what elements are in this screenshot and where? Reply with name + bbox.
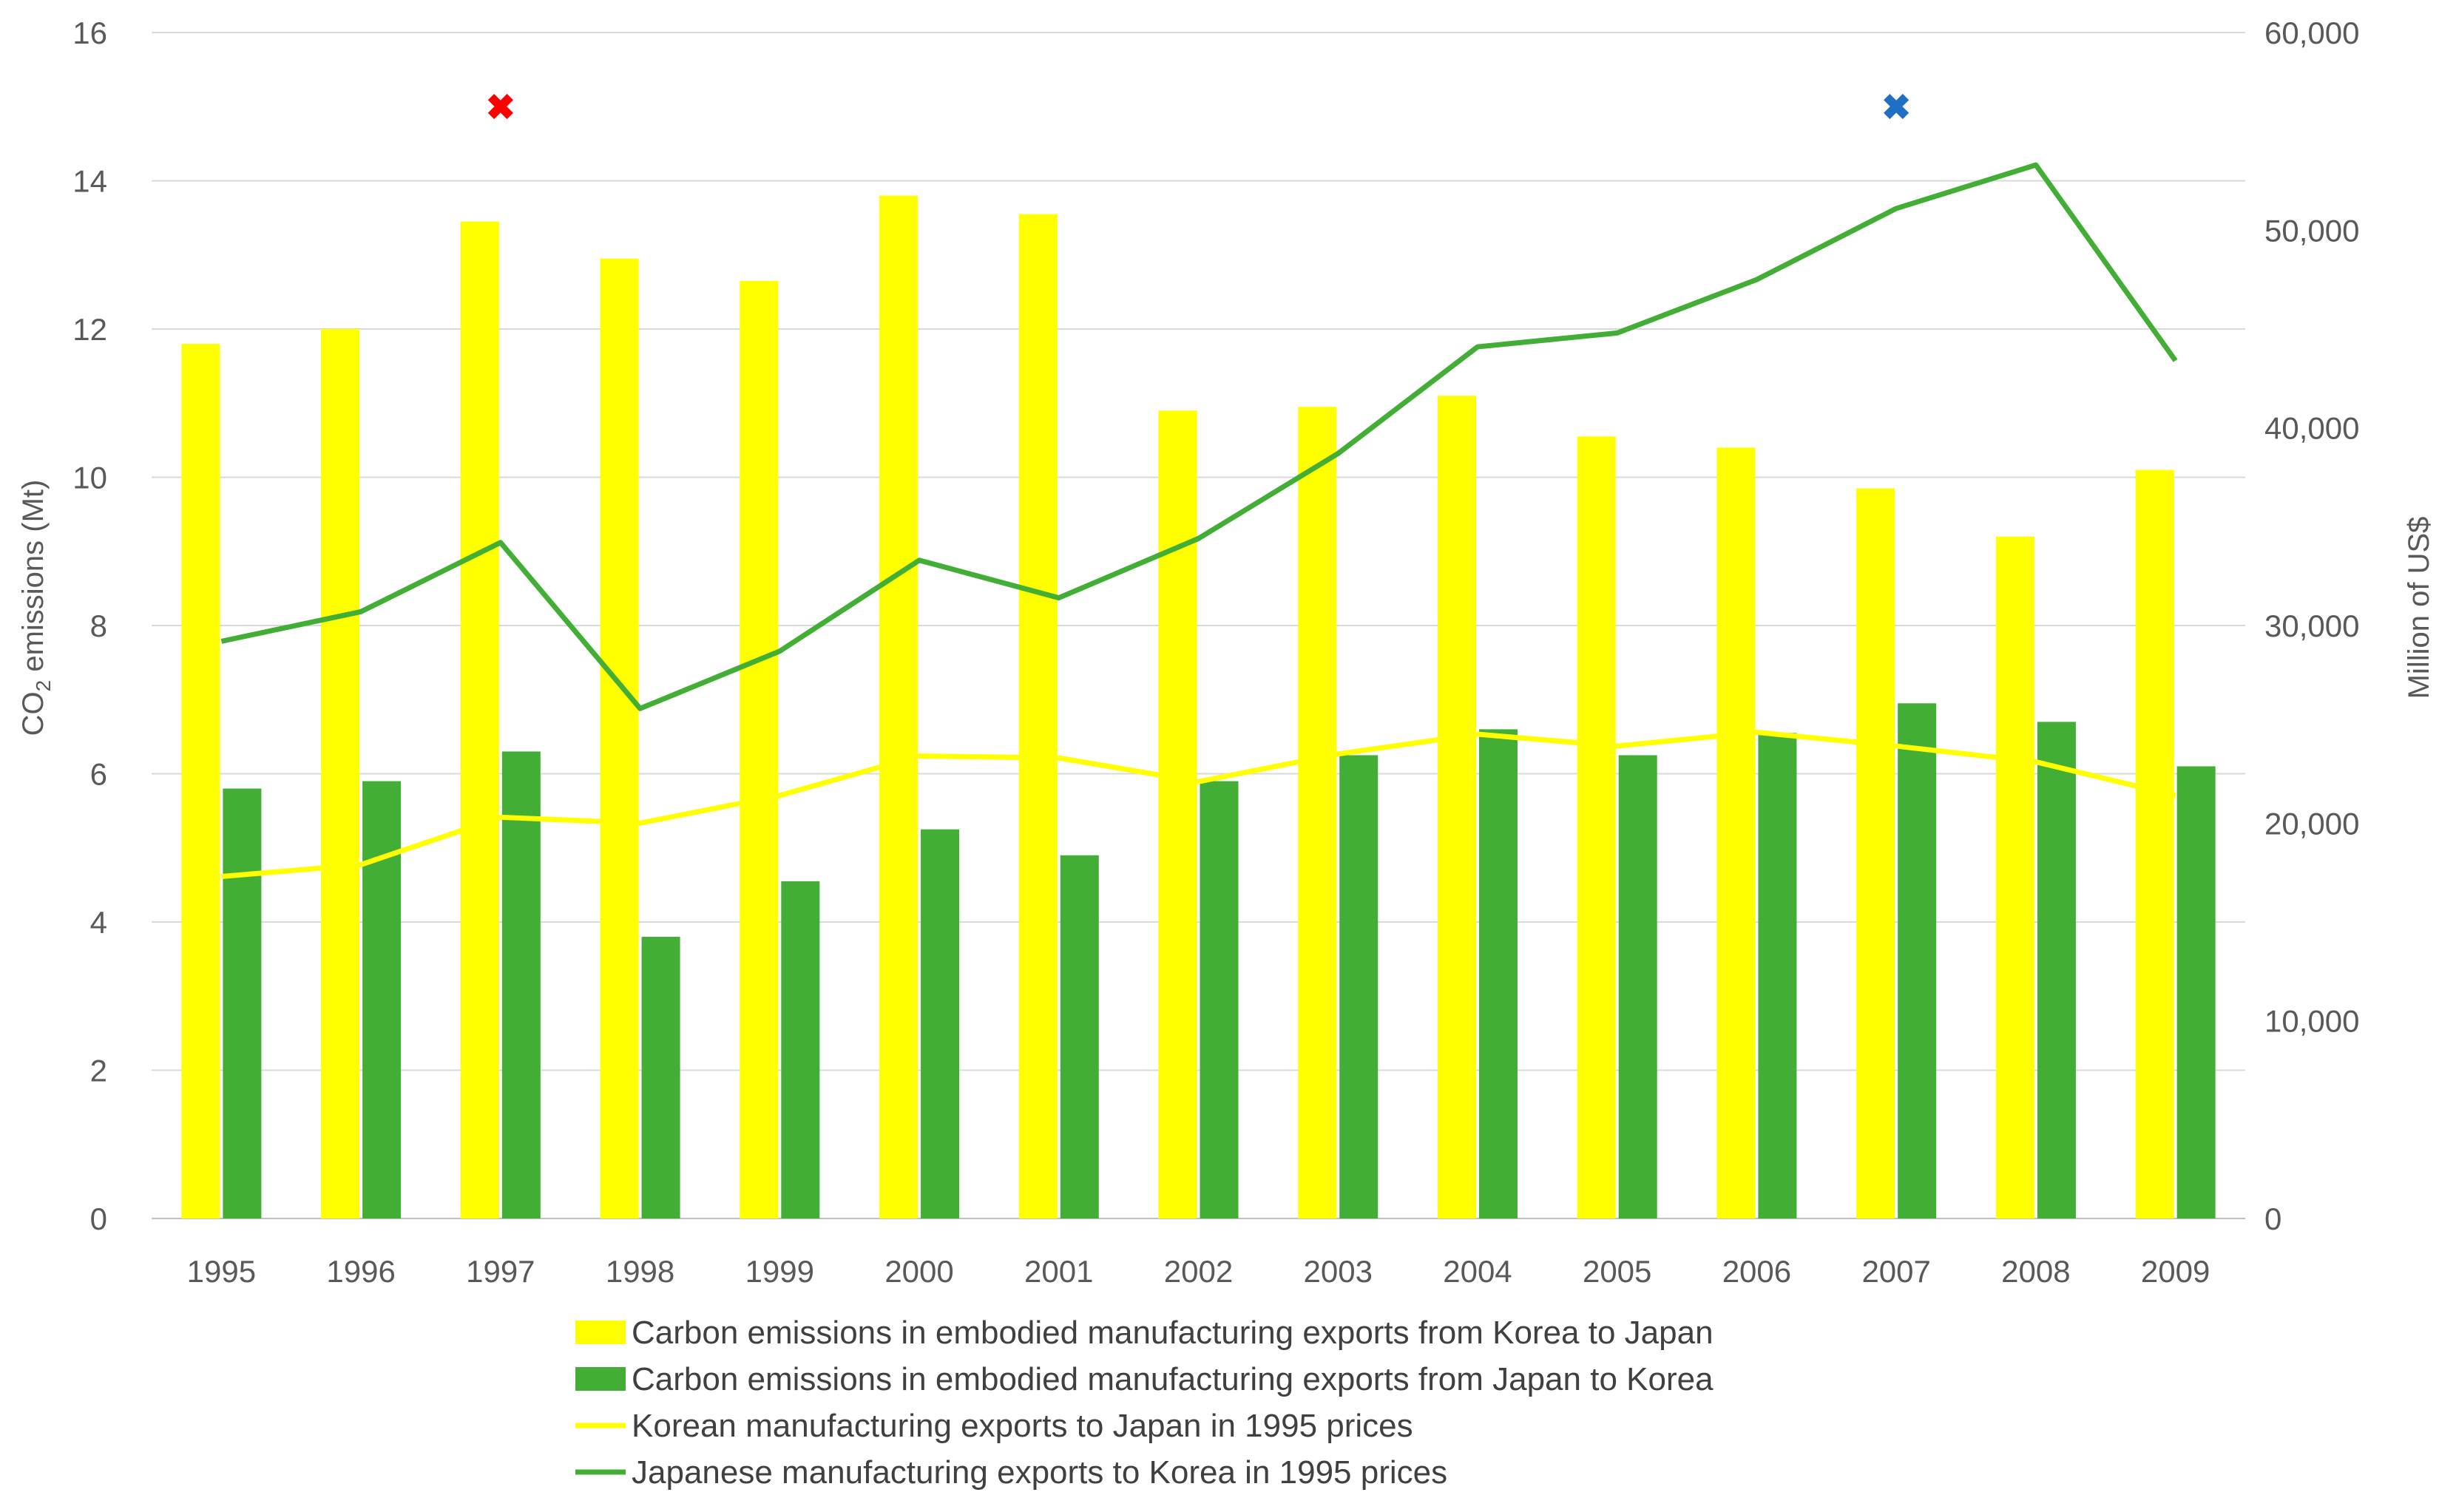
y-left-tick-label: 14 [72, 164, 107, 199]
legend-label: Korean manufacturing exports to Japan in… [632, 1408, 1413, 1444]
legend-swatch-bar [575, 1367, 626, 1391]
bar-japan-to-korea [781, 881, 820, 1218]
legend-label: Japanese manufacturing exports to Korea … [632, 1454, 1447, 1491]
x-tick-label: 1995 [187, 1254, 256, 1289]
y-left-tick-label: 4 [90, 905, 107, 940]
bar-korea-to-japan [181, 344, 220, 1218]
x-tick-label: 1998 [606, 1254, 674, 1289]
bar-japan-to-korea [2037, 722, 2076, 1218]
x-tick-label: 2007 [1861, 1254, 1930, 1289]
line-japanese-exports [220, 162, 2178, 711]
y-right-tick-label: 30,000 [2264, 608, 2359, 643]
y-axis-left-title-main: CO [17, 691, 50, 736]
bar-japan-to-korea [1898, 703, 1937, 1218]
x-tick-label: 1997 [466, 1254, 535, 1289]
legend-swatch-bar [575, 1321, 626, 1344]
bar-korea-to-japan [1298, 407, 1337, 1219]
bar-korea-to-japan [2135, 469, 2174, 1218]
y-right-tick-label: 40,000 [2264, 411, 2359, 446]
bar-japan-to-korea [1618, 755, 1657, 1218]
bar-korea-to-japan [1577, 436, 1616, 1218]
bar-japan-to-korea [223, 788, 262, 1218]
y-axis-right-title: Million of US$ [2403, 517, 2435, 699]
gridlines [152, 32, 2245, 1219]
bar-korea-to-japan [600, 258, 639, 1219]
x-tick-label: 2005 [1583, 1254, 1651, 1289]
x-tick-label: 2004 [1443, 1254, 1512, 1289]
legend-label: Carbon emissions in embodied manufacturi… [632, 1315, 1714, 1351]
x-tick-label: 2003 [1304, 1254, 1373, 1289]
x-tick-label: 2001 [1024, 1254, 1093, 1289]
bar-korea-to-japan [321, 329, 360, 1218]
line-korean-exports [221, 729, 2176, 880]
x-tick-label: 2000 [884, 1254, 953, 1289]
bar-korea-to-japan [1437, 396, 1476, 1218]
bar-japan-to-korea [1758, 733, 1797, 1218]
bar-japan-to-korea [641, 937, 680, 1218]
bar-korea-to-japan [1995, 536, 2034, 1218]
bar-korea-to-japan [1158, 410, 1197, 1218]
y-axis-left-title: CO2 emissions (Mt) [17, 480, 55, 736]
bar-korea-to-japan [1018, 214, 1058, 1218]
y-left-tick-label: 0 [90, 1201, 107, 1236]
bar-japan-to-korea [1200, 781, 1239, 1218]
x-tick-label: 2006 [1722, 1254, 1791, 1289]
x-tick-label: 2009 [2141, 1254, 2210, 1289]
y-right-tick-label: 20,000 [2264, 806, 2359, 841]
marker-1997: ✖ [486, 88, 515, 127]
y-left-tick-label: 6 [90, 757, 107, 792]
y-axis-left: 0 2 4 6 8 10 12 14 16 [72, 16, 107, 1236]
bar-japan-to-korea [1478, 729, 1518, 1218]
bar-japan-to-korea [921, 829, 960, 1218]
bar-korea-to-japan [1716, 447, 1756, 1218]
y-left-tick-label: 12 [72, 312, 107, 347]
y-right-tick-label: 60,000 [2264, 16, 2359, 50]
y-axis-left-title-rest: emissions (Mt) [17, 480, 50, 680]
y-left-tick-label: 16 [72, 16, 107, 50]
bar-japan-to-korea [501, 751, 541, 1218]
bar-japan-to-korea [1060, 855, 1099, 1218]
legend-label: Carbon emissions in embodied manufacturi… [632, 1361, 1714, 1397]
x-axis: 1995 1996 1997 1998 1999 2000 2001 2002 2003 2004… [187, 1254, 2210, 1289]
x-tick-label: 2002 [1164, 1254, 1233, 1289]
y-axis-right: 0 10,000 20,000 30,000 40,000 50,000 60,000 [2264, 16, 2359, 1236]
x-tick-label: 1996 [326, 1254, 395, 1289]
y-right-tick-label: 10,000 [2264, 1004, 2359, 1039]
y-axis-left-title-subscript: 2 [32, 680, 55, 692]
bar-japan-to-korea [1339, 755, 1379, 1218]
markers-group: ✖ ✖ [486, 88, 1912, 127]
bars-group [181, 195, 2216, 1219]
lines-group [220, 162, 2178, 880]
x-tick-label: 2008 [2001, 1254, 2070, 1289]
y-left-tick-label: 10 [72, 461, 107, 495]
bar-korea-to-japan [879, 195, 919, 1218]
bar-japan-to-korea [2176, 766, 2216, 1218]
y-left-tick-label: 2 [90, 1054, 107, 1088]
x-tick-label: 1999 [745, 1254, 814, 1289]
y-left-tick-label: 8 [90, 608, 107, 643]
marker-2007: ✖ [1881, 88, 1911, 127]
y-right-tick-label: 50,000 [2264, 213, 2359, 248]
y-right-tick-label: 0 [2264, 1201, 2281, 1236]
bar-korea-to-japan [460, 221, 499, 1219]
bar-japan-to-korea [362, 781, 402, 1218]
bar-korea-to-japan [740, 280, 779, 1218]
legend: Carbon emissions in embodied manufacturi… [575, 1315, 1714, 1491]
bar-korea-to-japan [1856, 488, 1895, 1218]
